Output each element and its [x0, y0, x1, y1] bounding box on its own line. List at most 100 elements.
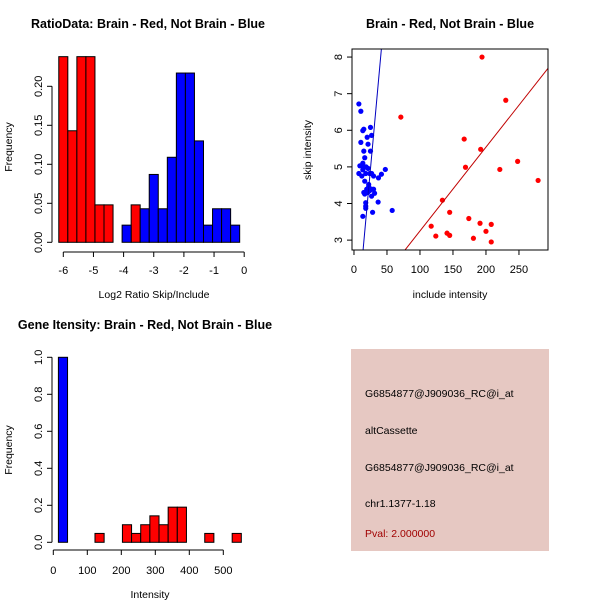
pval: Pval: 2.000000 — [365, 528, 435, 540]
x-tick-label: -3 — [149, 265, 159, 277]
scatter-point — [378, 171, 385, 177]
scatter-point — [488, 221, 494, 227]
y-tick-label: 0.20 — [33, 76, 45, 97]
histogram-bar — [94, 532, 105, 543]
scatter-point — [497, 166, 503, 173]
gene-intensity-histogram: Gene Itensity: Brain - Red, Not Brain - … — [3, 318, 272, 600]
x-tick-label: 0 — [351, 264, 357, 276]
histogram-bar — [131, 532, 142, 543]
histogram-bar — [157, 208, 168, 243]
x-tick-label: 250 — [510, 264, 528, 276]
scatter-point — [398, 114, 404, 120]
scatter-point — [462, 164, 469, 170]
histogram-bar — [148, 173, 159, 243]
histogram-bar — [103, 204, 114, 243]
scatter-point — [382, 166, 388, 173]
probe-id-2: G6854877@J909036_RC@i_at — [365, 462, 514, 474]
x-tick-label: -2 — [179, 265, 189, 277]
scatter-point — [362, 155, 368, 161]
histogram-bar — [67, 130, 78, 243]
scatter-point — [363, 164, 369, 170]
histogram-bar — [184, 72, 195, 243]
x-tick-label: -5 — [89, 265, 99, 277]
scatter-point — [362, 191, 368, 197]
histogram-bar — [166, 156, 177, 243]
scatter-point — [488, 239, 494, 245]
scatter-point — [535, 177, 541, 184]
scatter-point — [359, 173, 365, 179]
scatter-point — [375, 175, 382, 181]
event-type: altCassette — [365, 425, 418, 437]
x-tick-label: 0 — [50, 565, 56, 577]
histogram-bar — [121, 224, 132, 243]
scatter-point — [356, 101, 362, 107]
intensity-scatter-plot: 0 50 100 150 200 250 3 4 5 6 7 8 — [333, 48, 549, 276]
histogram-bar — [221, 208, 232, 243]
scatter-point — [461, 136, 467, 142]
location: chr1.1377-1.18 — [365, 498, 436, 510]
x-tick-label: 500 — [214, 565, 232, 577]
histogram-bar — [130, 204, 141, 243]
scatter-point — [361, 126, 367, 132]
gene-intensity-ylabel: Frequency — [3, 424, 15, 474]
scatter-point — [357, 163, 363, 169]
histogram-bar — [149, 515, 160, 543]
x-tick-label: 100 — [78, 565, 96, 577]
histogram-bar — [204, 532, 215, 543]
x-tick-label: 200 — [112, 565, 130, 577]
histogram-bar — [76, 56, 87, 243]
scatter-point — [447, 209, 453, 215]
intensity-scatter-title: Brain - Red, Not Brain - Blue — [366, 17, 534, 31]
histogram-bar — [121, 524, 133, 543]
x-tick-label: -4 — [119, 265, 129, 277]
scatter-point — [483, 228, 489, 234]
x-tick-label: 100 — [411, 264, 429, 276]
regression-line — [404, 67, 548, 250]
ratio-histogram-ylabel: Frequency — [3, 121, 15, 171]
ratio-histogram: RatioData: Brain - Red, Not Brain - Blue… — [3, 17, 265, 301]
histogram-bar — [140, 524, 151, 543]
scatter-point — [367, 124, 374, 130]
histogram-bar — [139, 208, 150, 243]
y-tick-label: 7 — [333, 91, 345, 97]
info-panel-background — [351, 349, 549, 551]
histogram-bar — [167, 506, 178, 543]
scatter-point — [389, 207, 395, 214]
scatter-point — [428, 223, 434, 229]
y-tick-label: 0.6 — [33, 424, 45, 439]
histogram-bar — [202, 224, 214, 243]
scatter-point — [369, 209, 376, 215]
y-tick-label: 4 — [333, 200, 345, 206]
x-tick-label: 50 — [381, 264, 393, 276]
y-tick-label: 0.0 — [33, 535, 45, 550]
x-tick-label: -6 — [58, 265, 68, 277]
plot-box — [351, 48, 549, 251]
x-tick-label: 400 — [180, 565, 198, 577]
ratio-histogram-title: RatioData: Brain - Red, Not Brain - Blue — [31, 17, 265, 31]
scatter-point — [365, 141, 371, 147]
ratio-histogram-xlabel: Log2 Ratio Skip/Include — [99, 289, 210, 301]
gene-intensity-xlabel: Intensity — [130, 589, 170, 600]
y-tick-label: 0.05 — [33, 193, 45, 214]
scatter-point — [363, 170, 369, 177]
x-tick-label: 150 — [444, 264, 462, 276]
x-tick-label: 0 — [241, 265, 247, 277]
y-tick-label: 0.2 — [33, 498, 45, 513]
scatter-point — [447, 232, 453, 238]
scatter-point — [370, 173, 377, 179]
histogram-bar — [94, 204, 105, 243]
scatter-point — [364, 134, 370, 140]
y-tick-label: 8 — [333, 54, 345, 60]
probe-id: G6854877@J909036_RC@i_at — [365, 388, 514, 400]
intensity-scatter-ylabel: skip intensity — [302, 119, 314, 180]
y-tick-label: 5 — [333, 164, 345, 170]
histogram-bar — [176, 506, 187, 543]
scatter-point — [470, 235, 477, 241]
scatter-point — [369, 193, 375, 199]
scatter-point — [477, 220, 483, 226]
scatter-point — [515, 158, 521, 164]
scatter-point — [360, 213, 366, 219]
scatter-point — [362, 178, 368, 184]
histogram-bar — [57, 356, 69, 543]
